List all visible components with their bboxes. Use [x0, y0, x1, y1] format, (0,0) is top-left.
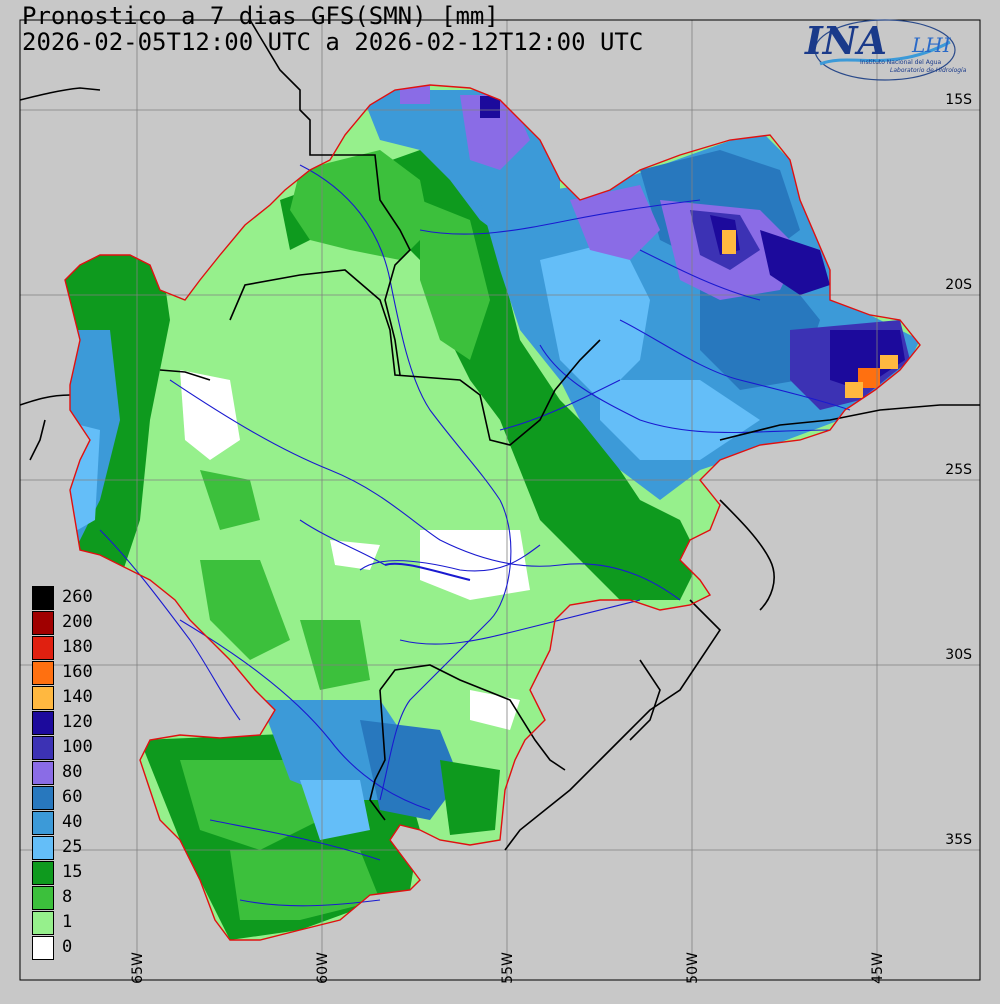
legend-swatch [32, 861, 54, 885]
legend-item: 200 [32, 611, 132, 636]
legend-item: 1 [32, 911, 132, 936]
legend-item: 120 [32, 711, 132, 736]
legend-label: 260 [62, 587, 93, 607]
basin-outline [64, 84, 921, 941]
legend-swatch [32, 686, 54, 710]
legend-swatch [32, 736, 54, 760]
lon-label-55w: 55W [499, 952, 516, 984]
legend-swatch [32, 911, 54, 935]
graticule [20, 20, 980, 980]
legend-item: 140 [32, 686, 132, 711]
legend-swatch [32, 836, 54, 860]
legend-label: 120 [62, 712, 93, 732]
logo-caption-2: Laboratorio de Hidrología [890, 67, 967, 74]
logo-main-text: INA [804, 18, 887, 63]
legend-label: 80 [62, 762, 83, 782]
legend-label: 200 [62, 612, 93, 632]
lat-label-15s: 15S [945, 92, 972, 108]
legend-label: 1 [62, 912, 73, 932]
lat-label-30s: 30S [945, 647, 972, 663]
legend-label: 100 [62, 737, 93, 757]
legend-item: 15 [32, 861, 132, 886]
legend-swatch [32, 586, 54, 610]
legend-label: 180 [62, 637, 93, 657]
lat-label-25s: 25S [945, 462, 972, 478]
legend-swatch [32, 636, 54, 660]
legend-swatch [32, 711, 54, 735]
lon-label-65w: 65W [129, 952, 146, 984]
logo-caption-1: Instituto Nacional del Agua [860, 59, 941, 66]
country-borders [19, 19, 980, 851]
precipitation-legend: 260 200 180 160 140 120 100 80 60 40 25 15 8 1 0 [32, 586, 132, 961]
legend-swatch [32, 936, 54, 960]
legend-item: 60 [32, 786, 132, 811]
legend-label: 15 [62, 862, 83, 882]
lon-label-50w: 50W [684, 952, 701, 984]
legend-item: 160 [32, 661, 132, 686]
legend-swatch [32, 761, 54, 785]
legend-item: 0 [32, 936, 132, 961]
legend-item: 100 [32, 736, 132, 761]
legend-item: 80 [32, 761, 132, 786]
legend-swatch [32, 786, 54, 810]
map-frame [19, 19, 981, 981]
legend-label: 40 [62, 812, 83, 832]
legend-label: 0 [62, 937, 73, 957]
legend-swatch [32, 811, 54, 835]
legend-item: 40 [32, 811, 132, 836]
legend-label: 160 [62, 662, 93, 682]
legend-item: 8 [32, 886, 132, 911]
legend-label: 25 [62, 837, 83, 857]
legend-item: 180 [32, 636, 132, 661]
map-title: Pronostico a 7 dias GFS(SMN) [mm] [22, 2, 499, 30]
rivers [99, 164, 851, 907]
lon-label-60w: 60W [314, 952, 331, 984]
legend-swatch [32, 661, 54, 685]
legend-label: 60 [62, 787, 83, 807]
lon-label-45w: 45W [869, 952, 886, 984]
map-period: 2026-02-05T12:00 UTC a 2026-02-12T12:00 … [22, 28, 644, 56]
logo-sub-text: LHI [911, 33, 952, 57]
legend-label: 140 [62, 687, 93, 707]
lat-label-20s: 20S [945, 277, 972, 293]
lat-label-35s: 35S [945, 832, 972, 848]
ina-lhi-logo: INA LHI Instituto Nacional del Agua Labo… [800, 12, 970, 88]
legend-label: 8 [62, 887, 73, 907]
legend-item: 25 [32, 836, 132, 861]
legend-item: 260 [32, 586, 132, 611]
legend-swatch [32, 611, 54, 635]
legend-swatch [32, 886, 54, 910]
